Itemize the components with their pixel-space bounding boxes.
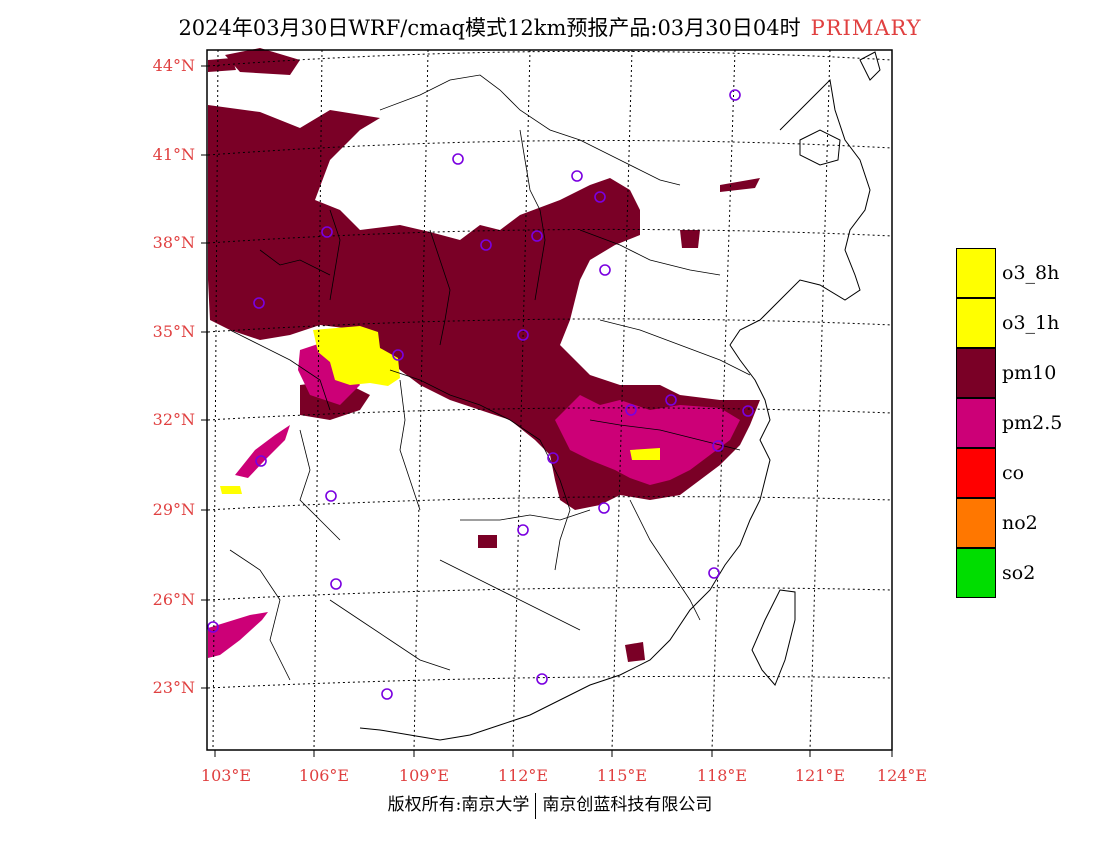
legend-label: o3_8h (1002, 262, 1060, 284)
pm10-guangdong-blob (625, 642, 645, 662)
city-marker (594, 191, 606, 203)
pm25-east-region (555, 395, 740, 485)
legend-swatch (956, 248, 996, 298)
o3-yunnan-blob (220, 486, 242, 494)
city-marker (665, 394, 677, 406)
map-frame (206, 49, 893, 751)
pm25-sichuan-region (298, 340, 360, 405)
city-marker (598, 502, 610, 514)
legend-label: no2 (1002, 512, 1038, 534)
legend-swatch (956, 448, 996, 498)
lat-label: 44°N (152, 56, 195, 75)
legend-label: so2 (1002, 562, 1036, 584)
o3-regions (220, 326, 660, 494)
lon-label: 103°E (200, 766, 252, 785)
city-marker (531, 230, 543, 242)
pm10-top-band (225, 48, 300, 75)
lat-label: 23°N (152, 678, 195, 697)
o3-shaanxi-region (313, 326, 400, 386)
city-marker (253, 297, 265, 309)
city-marker (480, 239, 492, 251)
city-markers (207, 89, 754, 700)
city-marker (712, 440, 724, 452)
city-marker (452, 153, 464, 165)
legend-swatch (956, 348, 996, 398)
pm25-southwest-strip (235, 425, 290, 478)
pm10-hunan-blob (478, 535, 497, 548)
lon-label: 112°E (497, 766, 549, 785)
lon-label: 124°E (876, 766, 928, 785)
legend-label: pm10 (1002, 362, 1057, 384)
city-marker (321, 226, 333, 238)
lon-label: 115°E (596, 766, 648, 785)
pm10-regions (208, 48, 760, 662)
city-marker (729, 89, 741, 101)
lat-label: 35°N (152, 322, 195, 341)
copyright-left: 版权所有:南京大学 (387, 795, 530, 815)
copyright-right: 南京创蓝科技有限公司 (542, 795, 713, 815)
lat-label: 26°N (152, 590, 195, 609)
legend-swatch (956, 398, 996, 448)
legend-swatch (956, 548, 996, 598)
lon-label: 118°E (696, 766, 748, 785)
lon-label: 121°E (794, 766, 846, 785)
pm10-hebei-blob (680, 230, 700, 248)
lat-label: 41°N (152, 145, 195, 164)
city-marker (255, 455, 267, 467)
legend-swatch (956, 298, 996, 348)
legend-swatch (956, 498, 996, 548)
city-marker (207, 621, 219, 633)
lon-label: 109°E (398, 766, 450, 785)
map-title: 2024年03月30日WRF/cmaq模式12km预报产品:03月30日04时 P… (0, 12, 1100, 42)
legend-label: co (1002, 462, 1025, 484)
lat-label: 32°N (152, 410, 195, 429)
title-text: 2024年03月30日WRF/cmaq模式12km预报产品:03月30日04时 (178, 16, 801, 40)
legend-label: pm2.5 (1002, 412, 1063, 434)
city-marker (708, 567, 720, 579)
city-marker (392, 349, 404, 361)
graticule (207, 49, 893, 751)
city-marker (742, 405, 754, 417)
lat-label: 29°N (152, 500, 195, 519)
pm25-regions (208, 340, 740, 658)
pm10-northeast-strip (720, 178, 760, 192)
o3-anhui-blob (630, 448, 660, 460)
city-marker (571, 170, 583, 182)
city-marker (517, 329, 529, 341)
city-marker (625, 404, 637, 416)
pm10-top-left (208, 58, 236, 72)
coastline (359, 51, 881, 741)
footer-divider (535, 792, 537, 819)
city-marker (325, 490, 337, 502)
pm25-yunnan-blob (208, 612, 268, 658)
city-marker (536, 673, 548, 685)
legend-label: o3_1h (1002, 312, 1060, 334)
city-marker (517, 524, 529, 536)
lat-label: 38°N (152, 233, 195, 252)
city-marker (330, 578, 342, 590)
city-marker (599, 264, 611, 276)
lon-label: 106°E (298, 766, 350, 785)
province-borders (229, 74, 751, 681)
city-marker (547, 452, 559, 464)
primary-tag: PRIMARY (810, 16, 922, 40)
copyright-footer: 版权所有:南京大学 南京创蓝科技有限公司 (0, 790, 1100, 819)
city-marker (381, 688, 393, 700)
